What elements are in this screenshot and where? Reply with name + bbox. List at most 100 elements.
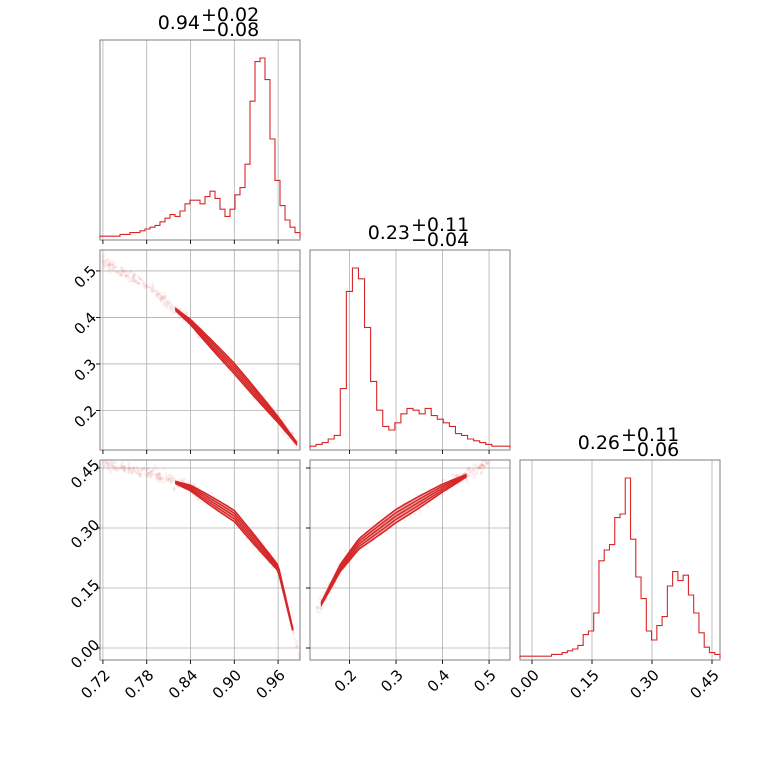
contour-core-1: [175, 482, 294, 630]
sample-point: [164, 478, 168, 481]
sample-point: [482, 465, 486, 468]
sample-point: [119, 463, 123, 466]
sample-point: [138, 471, 142, 474]
sample-point: [150, 469, 154, 473]
sample-point: [183, 477, 187, 481]
sample-point: [118, 273, 122, 277]
sample-point: [160, 297, 164, 301]
contour-inner-0: [175, 307, 298, 446]
sample-point: [466, 469, 470, 472]
sample-point: [102, 261, 105, 265]
sample-point: [112, 262, 116, 266]
sample-point: [164, 300, 168, 304]
sample-point: [111, 264, 115, 268]
sample-point: [114, 468, 118, 472]
sample-point: [166, 479, 170, 483]
sample-point: [128, 280, 132, 283]
sample-point: [135, 471, 139, 475]
sample-point: [159, 296, 163, 300]
sample-point: [318, 605, 322, 609]
sample-point: [476, 466, 480, 470]
sample-point: [103, 464, 107, 468]
sample-point: [104, 264, 108, 268]
x-tick-label: 0.3: [377, 666, 407, 696]
sample-point: [427, 504, 430, 508]
sample-point: [142, 281, 146, 285]
x-tick-label: 0.78: [121, 666, 157, 702]
sample-point: [101, 255, 105, 259]
sample-point: [126, 273, 130, 277]
sample-point: [123, 470, 126, 473]
panel-frame: [99, 459, 301, 661]
sample-point: [149, 475, 153, 479]
sample-point: [161, 295, 164, 299]
sample-point: [146, 467, 150, 471]
y-tick-label: 0.45: [67, 456, 103, 492]
sample-point: [123, 270, 126, 274]
sample-point: [138, 282, 141, 286]
sample-point: [149, 473, 153, 477]
sample-point: [157, 477, 161, 481]
sample-point: [188, 481, 192, 485]
sample-point: [139, 474, 142, 478]
scatter-points-2: [315, 455, 490, 615]
sample-point: [161, 296, 165, 300]
sample-point: [102, 254, 106, 257]
sample-point: [477, 466, 481, 470]
sample-point: [474, 472, 478, 476]
sample-point: [196, 336, 200, 339]
sample-point: [320, 608, 323, 611]
sample-point: [141, 467, 145, 471]
sample-point: [114, 465, 118, 469]
sample-point: [487, 455, 490, 458]
contour-inner-1: [175, 481, 294, 631]
sample-point: [283, 433, 286, 437]
sample-point: [199, 500, 203, 504]
sample-point: [270, 566, 274, 569]
sample-point: [144, 283, 148, 287]
sample-point: [486, 460, 489, 464]
sample-point: [110, 263, 114, 267]
sample-point: [122, 464, 126, 468]
sample-point: [120, 272, 124, 276]
sample-point: [121, 270, 125, 274]
sample-point: [292, 632, 296, 636]
sample-point: [157, 474, 161, 478]
sample-point: [120, 465, 124, 469]
sample-point: [172, 306, 175, 309]
sample-point: [467, 474, 470, 478]
sample-point: [172, 486, 176, 490]
sample-point: [482, 466, 485, 470]
sample-point: [179, 478, 182, 481]
contour-core-2: [321, 475, 467, 604]
sample-point: [332, 585, 336, 589]
sample-point: [191, 482, 195, 486]
sample-point: [123, 465, 127, 469]
sample-point: [110, 468, 113, 472]
sample-point: [106, 465, 110, 469]
x-tick-label: 0.90: [209, 666, 245, 702]
sample-point: [168, 307, 172, 310]
sample-point: [110, 461, 114, 465]
sample-point: [452, 476, 456, 480]
sample-point: [107, 263, 110, 267]
sample-point: [156, 474, 159, 478]
sample-point: [281, 430, 285, 434]
sample-point: [132, 272, 136, 275]
sample-point: [134, 471, 138, 474]
sample-point: [129, 470, 133, 473]
sample-point: [182, 319, 186, 323]
scatter-panel-2: [306, 455, 511, 664]
sample-point: [181, 479, 185, 483]
sample-point: [107, 463, 111, 467]
sample-point: [110, 460, 113, 463]
sample-point: [116, 469, 119, 473]
sample-point: [161, 477, 165, 480]
sample-point: [143, 286, 147, 290]
sample-point: [159, 291, 162, 295]
histogram-2: [519, 477, 721, 658]
sample-point: [165, 475, 169, 479]
sample-point: [315, 605, 319, 609]
sample-point: [480, 463, 484, 467]
